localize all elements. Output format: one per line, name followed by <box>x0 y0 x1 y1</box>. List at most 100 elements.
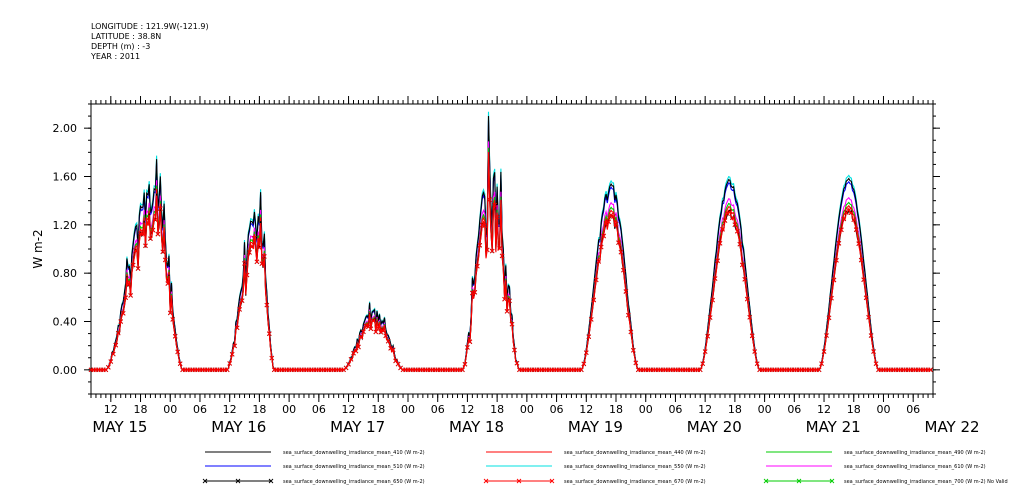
x-marker <box>465 345 470 350</box>
x-marker <box>509 321 515 327</box>
series-line-7 <box>91 159 932 371</box>
x-marker <box>385 338 391 344</box>
series-markers-7 <box>88 197 933 373</box>
longitude-text: LONGITUDE : 121.9W(-121.9) <box>91 22 209 31</box>
x-marker <box>739 262 745 268</box>
x-marker <box>150 227 156 233</box>
x-hour-label: 06 <box>312 403 326 416</box>
series-line-2 <box>91 151 932 371</box>
x-marker <box>502 296 507 302</box>
x-marker <box>593 277 599 283</box>
x-marker <box>871 349 876 354</box>
x-marker <box>484 247 490 253</box>
year-text: YEAR : 2011 <box>91 52 141 61</box>
x-marker <box>626 312 631 318</box>
x-marker <box>115 330 121 336</box>
x-marker <box>489 248 495 254</box>
x-marker <box>858 257 864 263</box>
x-day-label: MAY 16 <box>211 418 266 436</box>
legend-marker <box>549 478 555 484</box>
x-marker <box>170 317 176 322</box>
x-marker <box>749 333 755 339</box>
x-marker <box>269 355 275 361</box>
x-marker <box>390 347 396 353</box>
latitude-text: LATITUDE : 38.8N <box>91 32 162 41</box>
x-marker <box>393 358 398 364</box>
legend-marker <box>235 478 241 484</box>
x-marker <box>232 343 237 349</box>
legend-marker <box>829 478 835 484</box>
x-marker <box>816 367 822 373</box>
x-marker <box>252 235 257 241</box>
x-marker <box>346 361 351 367</box>
x-hour-label: 00 <box>520 403 534 416</box>
x-marker <box>732 222 738 227</box>
x-hour-label: 06 <box>193 403 207 416</box>
series-line-8 <box>91 156 932 371</box>
x-marker <box>579 367 584 373</box>
x-hour-label: 18 <box>609 403 623 416</box>
legend-label: sea_surface_downwelling_irradiance_mean_… <box>283 479 425 485</box>
x-marker <box>831 277 837 283</box>
x-marker <box>821 349 827 354</box>
x-marker <box>113 342 119 348</box>
legend-marker <box>268 478 274 484</box>
legend-label: sea_surface_downwelling_irradiance_mean_… <box>283 450 425 456</box>
x-marker <box>712 276 718 281</box>
legend-marker <box>796 478 802 484</box>
x-marker <box>866 314 871 320</box>
x-marker <box>725 211 730 216</box>
y-tick-label: 0.80 <box>53 267 78 280</box>
x-marker <box>128 293 133 298</box>
x-marker <box>266 331 272 337</box>
x-marker <box>633 360 639 366</box>
x-hour-label: 12 <box>817 403 831 416</box>
x-marker <box>167 310 173 316</box>
x-marker <box>143 243 148 249</box>
series-line-3 <box>91 147 932 371</box>
x-marker <box>598 244 604 250</box>
x-marker <box>868 333 874 338</box>
x-marker <box>841 216 847 222</box>
x-marker <box>591 297 597 303</box>
x-marker <box>621 267 626 273</box>
x-marker <box>722 218 728 223</box>
x-marker <box>744 296 750 302</box>
legend-label: sea_surface_downwelling_irradiance_mean_… <box>844 464 986 470</box>
x-marker <box>363 323 369 329</box>
x-marker <box>249 244 255 249</box>
x-day-label: MAY 15 <box>92 418 147 436</box>
x-marker <box>224 367 230 373</box>
x-marker <box>727 209 733 215</box>
x-marker <box>361 329 366 335</box>
x-hour-label: 18 <box>728 403 742 416</box>
series-line-4 <box>91 120 932 371</box>
x-marker <box>613 221 619 227</box>
x-marker <box>158 206 163 211</box>
x-marker <box>133 248 138 253</box>
x-hour-label: 12 <box>460 403 474 416</box>
x-marker <box>165 281 171 286</box>
depth-text: DEPTH (m) : -3 <box>91 42 151 51</box>
x-day-label: MAY 17 <box>330 418 385 436</box>
x-marker <box>586 334 592 339</box>
x-hour-label: 00 <box>876 403 890 416</box>
x-marker <box>380 328 386 334</box>
x-marker <box>742 276 748 282</box>
x-marker <box>234 325 240 331</box>
x-marker <box>606 219 611 225</box>
legend-marker <box>202 478 208 484</box>
x-marker <box>851 217 857 223</box>
x-marker <box>378 329 384 335</box>
y-tick-label: 2.00 <box>53 122 78 135</box>
x-marker <box>118 319 124 324</box>
x-marker <box>861 277 866 282</box>
x-day-label: MAY 21 <box>806 418 861 436</box>
x-marker <box>826 315 832 321</box>
series-line-1 <box>91 115 932 371</box>
x-marker <box>237 307 242 312</box>
x-marker <box>155 231 161 237</box>
x-marker <box>588 317 594 322</box>
y-tick-label: 0.40 <box>53 316 78 329</box>
x-marker <box>618 249 624 255</box>
